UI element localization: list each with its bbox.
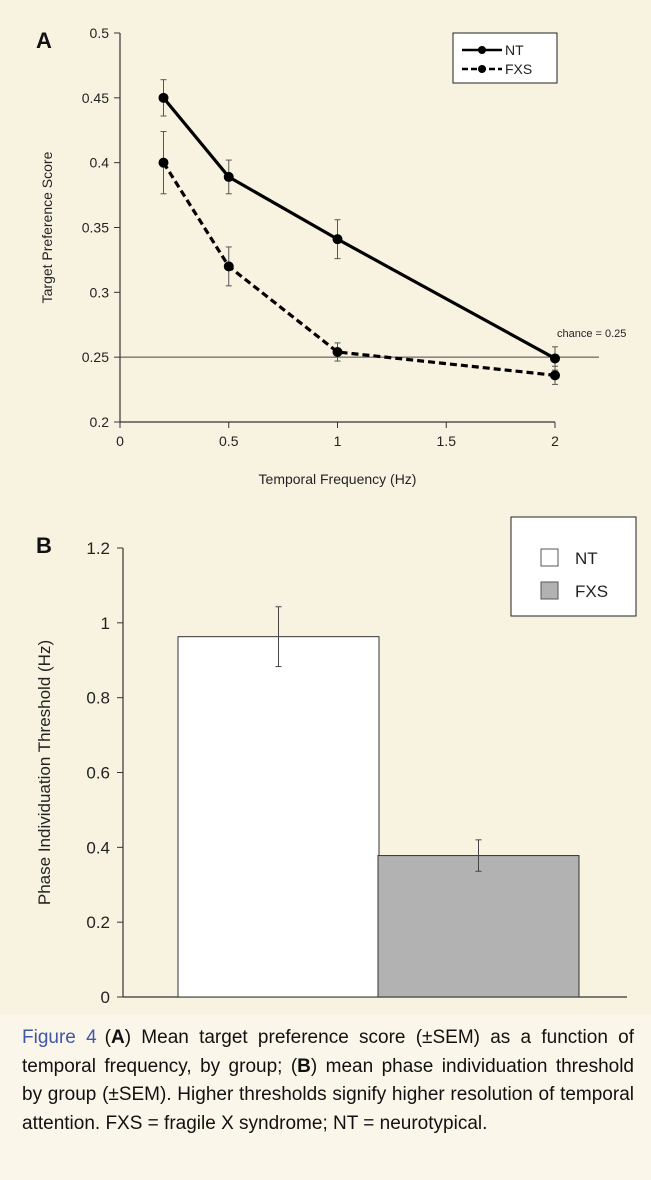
caption-panel-b-ref: B (297, 1055, 311, 1077)
panel-b-legend-swatch-fxs (540, 581, 559, 600)
panel-a-series-line-fxs (162, 161, 556, 377)
panel-a-legend-box (452, 32, 558, 84)
panel-b-legend-swatch-nt (540, 548, 559, 567)
caption-part-0: ( (104, 1027, 111, 1048)
panel-a-data-point-fxs (332, 346, 343, 357)
panel-a-y-tick-label: 0.3 (90, 284, 110, 300)
panel-a-y-tick-label: 0.2 (90, 414, 110, 430)
panel-a-legend-marker-fxs (478, 65, 486, 73)
panel-b-y-tick-label: 0.4 (86, 838, 110, 857)
panel-a-data-point-fxs (550, 370, 560, 381)
caption-part-2: ) Mean target preference score (±SEM) as… (22, 1027, 634, 1077)
panel-a-legend-marker-nt (478, 46, 486, 54)
panel-a-data-point-nt (550, 353, 560, 364)
panel-a-data-point-nt (223, 171, 234, 182)
panel-b-legend-label-nt: NT (575, 549, 598, 568)
figure-caption: Figure 4 (A) Mean target preference score… (22, 1024, 634, 1138)
panel-a-x-tick-label: 1.5 (437, 433, 457, 449)
caption-panel-a-ref: A (111, 1027, 125, 1048)
panel-a-letter: A (36, 28, 52, 53)
panel-a-x-tick-label: 0 (116, 433, 124, 449)
panel-a-data-point-fxs (223, 261, 234, 272)
panel-a-x-tick-label: 2 (551, 433, 559, 449)
panel-a-data-point-nt (332, 234, 343, 245)
panel-a-y-axis-label: Target Preference Score (39, 151, 55, 303)
caption-background (0, 1014, 651, 1180)
panel-b-bar-chart: B 0 0.2 0.4 0.6 0.8 1 1.2 Phase Individuation Th… (35, 516, 637, 1007)
panel-b-y-tick-label: 0 (101, 988, 110, 1007)
panel-b-letter: B (36, 533, 52, 558)
panel-b-bar-fxs (377, 855, 580, 998)
panel-a-line-chart: A 0.2 0.25 0.3 0.35 0.4 0.45 0.5 0 0.5 1 1.5 2 Tempor… (36, 25, 626, 487)
panel-a-chance-label: chance = 0.25 (557, 328, 626, 340)
panel-b-y-tick-label: 0.2 (86, 913, 110, 932)
panel-a-data-point-fxs (158, 157, 169, 168)
panel-b-y-tick-label: 0.6 (86, 764, 110, 783)
panel-a-x-tick-label: 1 (334, 433, 342, 449)
caption-part-4: ) mean phase individuation threshold by … (22, 1055, 634, 1134)
panel-b-bar-nt (177, 636, 380, 998)
panel-b-y-axis-label: Phase Individuation Threshold (Hz) (35, 640, 54, 905)
panel-a-x-tick-label: 0.5 (219, 433, 239, 449)
panel-a-legend-label-nt: NT (505, 42, 524, 58)
panel-a-y-tick-label: 0.45 (82, 90, 109, 106)
panel-b-legend-box (510, 516, 637, 617)
panel-a-x-axis-label: Temporal Frequency (Hz) (259, 471, 417, 487)
panel-b-y-tick-label: 0.8 (86, 689, 110, 708)
panel-b-y-tick-label: 1 (101, 614, 110, 633)
panel-a-y-tick-label: 0.35 (82, 220, 109, 236)
panel-a-series-line-nt (162, 96, 556, 360)
panel-b-y-tick-label: 1.2 (86, 539, 110, 558)
panel-b-legend-label-fxs: FXS (575, 582, 608, 601)
panel-a-legend-label-fxs: FXS (505, 61, 532, 77)
panel-a-y-tick-label: 0.5 (90, 25, 110, 41)
panel-a-y-tick-label: 0.25 (82, 349, 109, 365)
panel-a-data-point-nt (158, 92, 169, 103)
figure-label: Figure 4 (22, 1027, 97, 1048)
panel-a-y-tick-label: 0.4 (90, 155, 110, 171)
